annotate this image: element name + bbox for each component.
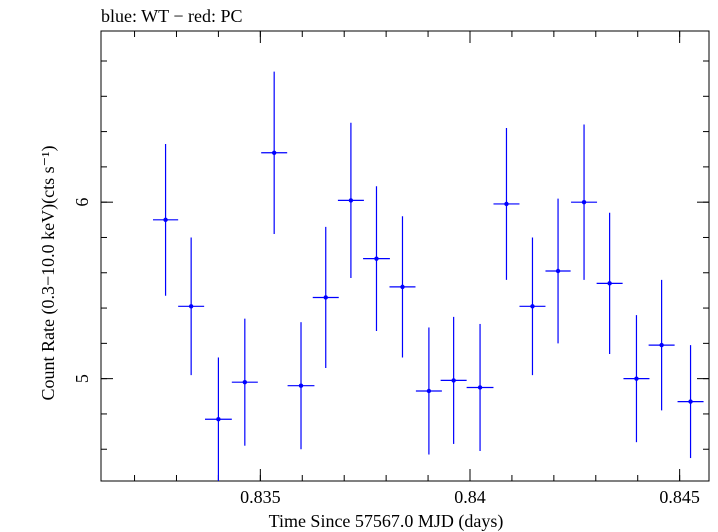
chart-title: blue: WT − red: PC [101,6,242,26]
x-axis-label: Time Since 57567.0 MJD (days) [269,511,504,532]
point-marker [216,417,221,422]
point-marker [607,281,612,286]
data-point [677,345,704,459]
point-marker [504,201,509,207]
point-marker [477,385,483,390]
plot-frame [100,30,710,482]
data-point [261,71,288,234]
point-marker [659,342,664,348]
x-tick-label: 0.84 [454,487,486,507]
point-marker [242,379,248,385]
point-marker [374,256,379,261]
data-point [363,186,390,331]
data-series [152,71,704,481]
point-marker [400,284,405,290]
data-point [545,198,571,344]
axes: 0.835 0.84 0.845 5 6 [72,30,710,507]
data-point [389,216,416,358]
y-axis-label: Count Rate (0.3−10.0 keV)(cts s⁻¹) [38,145,59,400]
data-point [440,316,467,444]
data-point [178,237,205,376]
data-point [466,323,494,451]
point-marker [426,388,432,394]
point-marker [298,383,304,388]
data-point [519,237,546,376]
x-tick-label: 0.835 [240,487,281,507]
point-marker [271,150,277,155]
data-point [204,357,232,481]
point-marker [451,378,456,383]
y-tick-label: 5 [72,374,92,383]
data-point [337,122,364,279]
data-point [571,124,598,280]
data-point [648,279,675,411]
point-marker [530,304,535,309]
point-marker [188,304,194,309]
point-marker [163,217,168,223]
data-point [596,212,623,354]
data-point [312,226,339,369]
point-marker [555,268,561,274]
point-marker [348,198,354,203]
data-point [493,128,520,280]
x-tick-label: 0.845 [659,487,700,507]
data-point [287,322,315,450]
point-marker [634,376,639,381]
point-marker [581,199,587,205]
point-marker [688,399,693,404]
y-tick-label: 6 [72,198,92,207]
data-point [623,315,650,443]
point-marker [323,295,328,300]
data-point [152,143,179,296]
data-point [415,327,442,455]
data-point [231,318,258,446]
